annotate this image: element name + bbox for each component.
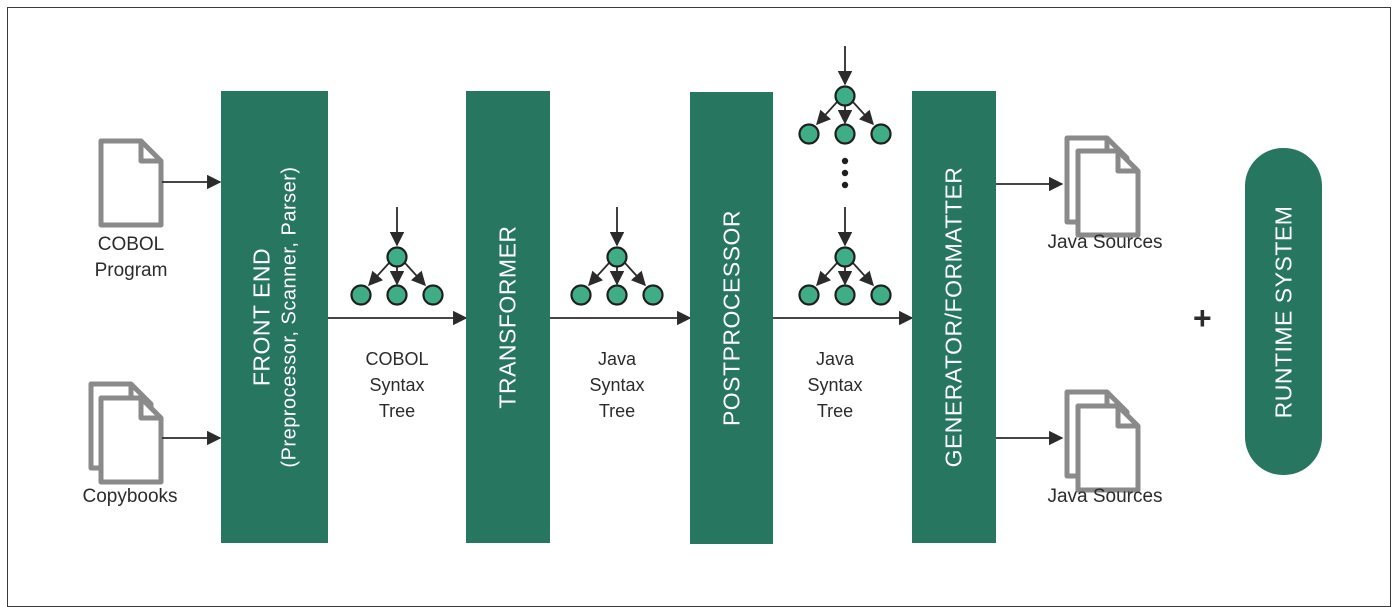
cobol-syntax-tree-label: COBOL Syntax Tree: [365, 349, 429, 421]
copybooks-documents-icon: [91, 384, 161, 482]
java-syntax-tree-icon-top: [800, 46, 891, 144]
java-sources-top-label: Java Sources: [1047, 232, 1163, 253]
front-end-label: FRONT END (Preprocessor, Scanner, Parser…: [248, 166, 300, 468]
cobol-program-label: COBOL Program: [94, 234, 168, 281]
postprocessor-label: POSTPROCESSOR: [718, 209, 744, 427]
transformer-label: TRANSFORMER: [494, 225, 521, 409]
java-sources-bottom-documents-icon: [1067, 392, 1138, 490]
java-sources-bottom-label: Java Sources: [1047, 486, 1163, 507]
copybooks-label: Copybooks: [82, 486, 178, 507]
java-syntax-tree-icon-1: [572, 207, 663, 305]
front-end-stage: FRONT END (Preprocessor, Scanner, Parser…: [221, 91, 328, 543]
java-syntax-tree-label-2: Java Syntax Tree: [807, 349, 863, 421]
java-syntax-tree-icon-2: [800, 207, 891, 305]
cobol-syntax-tree-icon: [352, 207, 443, 305]
generator-formatter-label: GENERATOR/FORMATTER: [940, 166, 967, 468]
java-syntax-tree-label-1: Java Syntax Tree: [589, 349, 645, 421]
runtime-system-block: RUNTIME SYSTEM: [1245, 148, 1322, 475]
generator-formatter-stage: GENERATOR/FORMATTER: [912, 91, 996, 543]
transformer-stage: TRANSFORMER: [466, 91, 550, 543]
cobol-program-document-icon: [101, 141, 161, 225]
diagram-graphics: [0, 0, 1400, 594]
java-sources-top-documents-icon: [1067, 138, 1138, 235]
ellipsis-dots-icon: [841, 157, 849, 189]
postprocessor-stage: POSTPROCESSOR: [690, 92, 773, 544]
plus-sign: +: [1193, 300, 1212, 336]
runtime-system-label: RUNTIME SYSTEM: [1270, 205, 1296, 418]
